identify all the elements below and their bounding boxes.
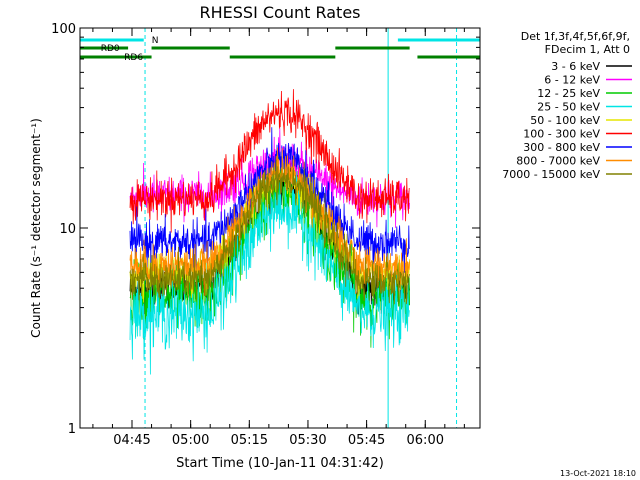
x-tick-label: 05:15 xyxy=(231,433,268,448)
legend-entry-label: 25 - 50 keV xyxy=(537,101,600,114)
legend-entry-label: 100 - 300 keV xyxy=(523,128,600,141)
legend-entry-label: 50 - 100 keV xyxy=(530,114,600,127)
series-line-6 xyxy=(129,89,410,233)
chart-title: RHESSI Count Rates xyxy=(200,3,361,22)
legend-entry-label: 6 - 12 keV xyxy=(544,74,600,87)
legend-entry-label: 12 - 25 keV xyxy=(537,87,600,100)
x-tick-label: 05:30 xyxy=(289,433,326,448)
x-tick-label: 05:45 xyxy=(348,433,385,448)
flag-bar-label-n: N xyxy=(152,36,159,46)
legend-header-line: Det 1f,3f,4f,5f,6f,9f, xyxy=(521,30,630,43)
series-line-7 xyxy=(129,127,410,273)
x-tick-label: 06:00 xyxy=(407,433,444,448)
legend-entry-label: 800 - 7000 keV xyxy=(516,155,600,168)
legend-header-line: FDecim 1, Att 0 xyxy=(545,43,630,56)
x-tick-label: 04:45 xyxy=(113,433,150,448)
y-tick-label: 100 xyxy=(51,22,76,37)
series-line-9 xyxy=(129,159,410,305)
y-tick-label: 10 xyxy=(59,222,76,237)
legend-entry-label: 300 - 800 keV xyxy=(523,141,600,154)
footer-date: 13-Oct-2021 18:10 xyxy=(560,469,636,478)
x-axis-label: Start Time (10-Jan-11 04:31:42) xyxy=(176,456,384,471)
flag-bar-label-rd6: RD6 xyxy=(124,53,143,63)
y-tick-label: 1 xyxy=(68,422,76,437)
flag-bar-label-rd0: RD0 xyxy=(101,44,120,54)
series-line-4 xyxy=(129,171,410,375)
legend-entry-label: 7000 - 15000 keV xyxy=(502,168,600,181)
x-tick-label: 05:00 xyxy=(172,433,209,448)
legend-entry-label: 3 - 6 keV xyxy=(551,60,600,73)
y-axis-label: Count Rate (s⁻¹ detector segment⁻¹) xyxy=(29,118,43,338)
